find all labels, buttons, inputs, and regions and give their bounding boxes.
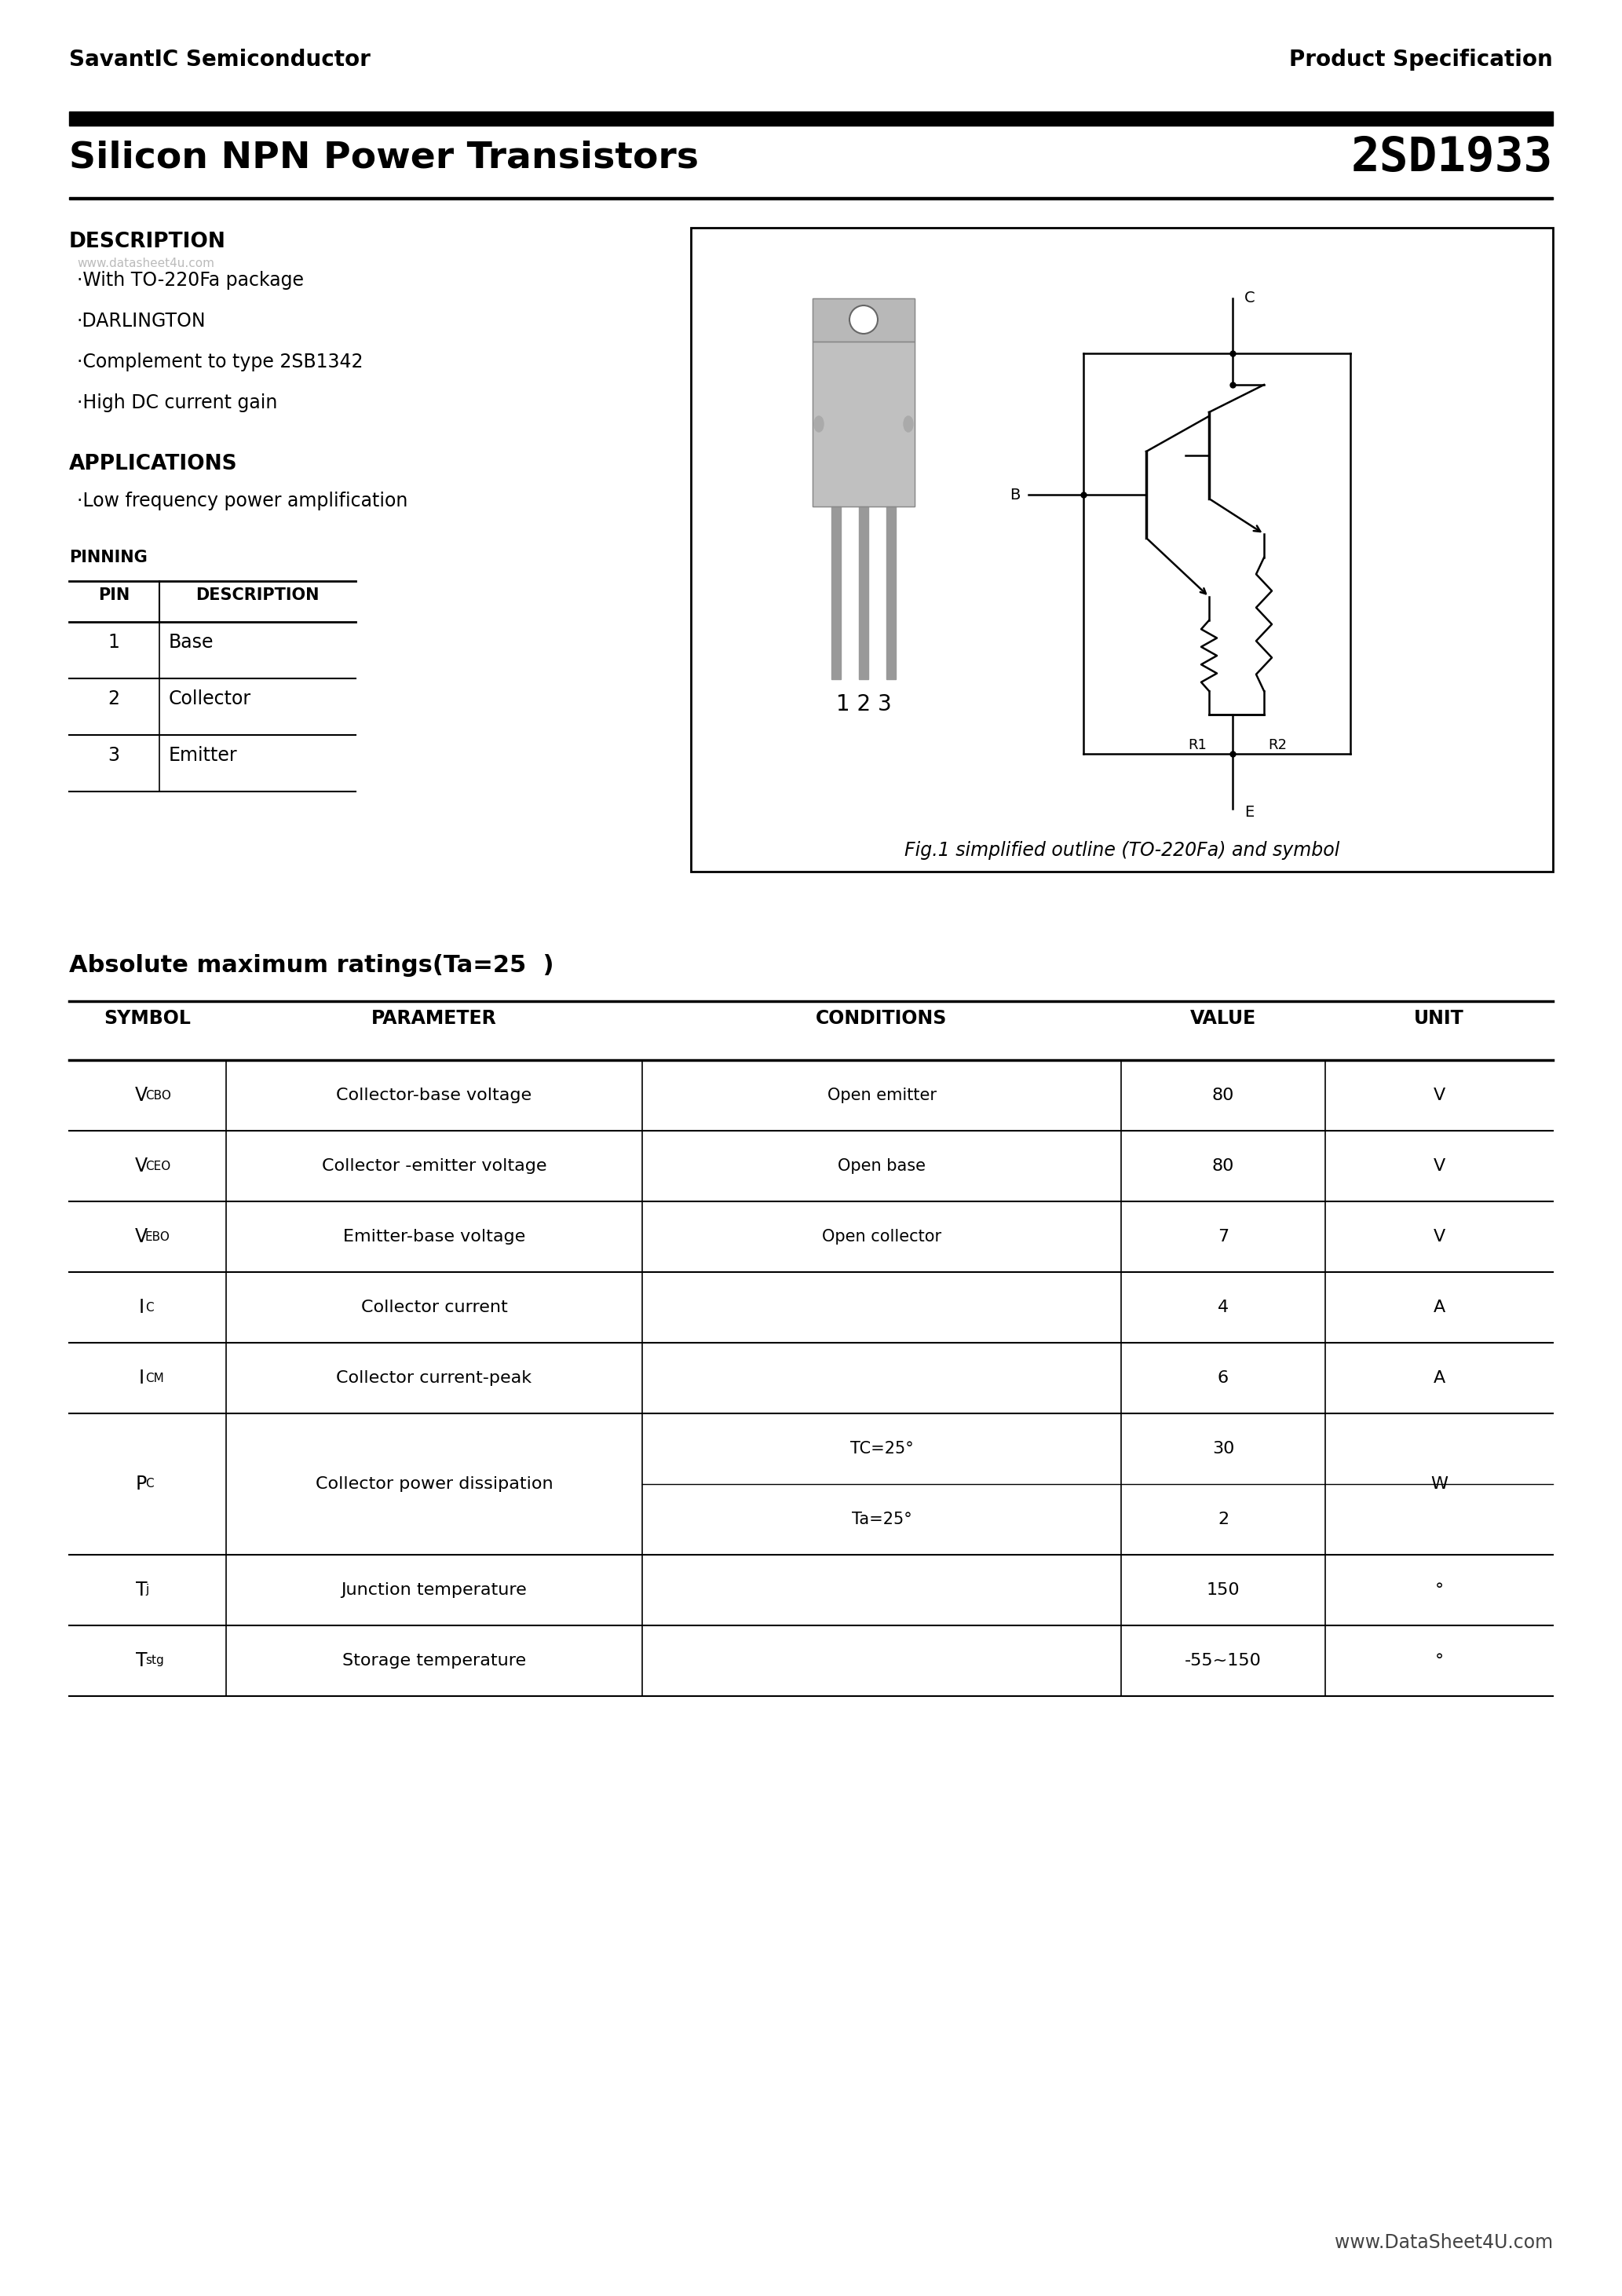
Text: 1: 1 [109, 634, 120, 652]
Text: C: C [146, 1302, 154, 1313]
Text: Open base: Open base [837, 1157, 926, 1173]
Text: 1 2 3: 1 2 3 [835, 693, 892, 716]
Text: 2SD1933: 2SD1933 [1351, 135, 1552, 181]
Text: Emitter-base voltage: Emitter-base voltage [342, 1228, 526, 1244]
Text: 30: 30 [1212, 1442, 1234, 1456]
Text: PARAMETER: PARAMETER [371, 1008, 496, 1029]
Text: CEO: CEO [146, 1159, 170, 1171]
Text: stg: stg [146, 1655, 164, 1667]
Text: ·DARLINGTON: ·DARLINGTON [76, 312, 206, 331]
Text: 6: 6 [1218, 1371, 1229, 1387]
Text: Collector-base voltage: Collector-base voltage [336, 1088, 532, 1104]
Text: V: V [1434, 1228, 1445, 1244]
Text: V: V [1434, 1088, 1445, 1104]
Text: Fig.1 simplified outline (TO-220Fa) and symbol: Fig.1 simplified outline (TO-220Fa) and … [905, 840, 1340, 859]
Text: ·With TO-220Fa package: ·With TO-220Fa package [76, 271, 303, 289]
Text: TC=25°: TC=25° [850, 1442, 913, 1456]
Text: EBO: EBO [146, 1231, 170, 1242]
Text: www.DataSheet4U.com: www.DataSheet4U.com [1335, 2234, 1552, 2252]
Text: Base: Base [169, 634, 214, 652]
Text: ·Low frequency power amplification: ·Low frequency power amplification [76, 491, 407, 510]
Text: I: I [138, 1297, 144, 1318]
Text: 80: 80 [1212, 1157, 1234, 1173]
Text: 7: 7 [1218, 1228, 1229, 1244]
Text: V: V [135, 1228, 148, 1247]
Text: 2: 2 [109, 689, 120, 707]
Text: °: ° [1435, 1653, 1444, 1669]
Text: Collector current: Collector current [360, 1300, 508, 1316]
Text: 150: 150 [1207, 1582, 1239, 1598]
Bar [813, 298, 915, 342]
Bar [813, 298, 915, 342]
Text: P: P [136, 1474, 148, 1492]
Text: C: C [1244, 292, 1255, 305]
Text: E: E [1244, 806, 1254, 820]
Text: V: V [135, 1086, 148, 1104]
Text: R1: R1 [1187, 737, 1207, 753]
Text: V: V [1434, 1157, 1445, 1173]
Text: Open emitter: Open emitter [827, 1088, 936, 1104]
Text: Storage temperature: Storage temperature [342, 1653, 526, 1669]
Text: 4: 4 [1218, 1300, 1229, 1316]
Text: ·High DC current gain: ·High DC current gain [76, 393, 277, 413]
Text: Collector current-peak: Collector current-peak [336, 1371, 532, 1387]
Text: Product Specification: Product Specification [1289, 48, 1552, 71]
Text: DESCRIPTION: DESCRIPTION [196, 588, 320, 604]
Text: W: W [1431, 1476, 1448, 1492]
Ellipse shape [903, 416, 913, 432]
Text: A: A [1434, 1300, 1445, 1316]
Text: Absolute maximum ratings(Ta=25  ): Absolute maximum ratings(Ta=25 ) [70, 955, 553, 976]
Text: T: T [136, 1580, 148, 1600]
Text: VALUE: VALUE [1191, 1008, 1257, 1029]
Text: A: A [1434, 1371, 1445, 1387]
Text: 3: 3 [109, 746, 120, 765]
Bar [860, 507, 868, 680]
Text: Junction temperature: Junction temperature [341, 1582, 527, 1598]
Ellipse shape [814, 416, 824, 432]
Text: SYMBOL: SYMBOL [104, 1008, 191, 1029]
Text: Collector: Collector [169, 689, 251, 707]
Bar [886, 507, 895, 680]
Text: UNIT: UNIT [1414, 1008, 1465, 1029]
Text: 2: 2 [1218, 1511, 1229, 1527]
Text: ·Complement to type 2SB1342: ·Complement to type 2SB1342 [76, 354, 363, 372]
Text: V: V [135, 1157, 148, 1176]
Text: T: T [136, 1651, 148, 1669]
Text: 80: 80 [1212, 1088, 1234, 1104]
Bar [813, 342, 915, 507]
Bar [70, 113, 1552, 126]
Bar [691, 227, 1552, 872]
Text: °: ° [1435, 1582, 1444, 1598]
Text: PINNING: PINNING [70, 549, 148, 565]
Text: Open collector: Open collector [822, 1228, 941, 1244]
Text: CBO: CBO [146, 1091, 170, 1102]
Bar [832, 507, 840, 680]
Bar [813, 342, 915, 507]
Circle shape [850, 305, 878, 333]
Text: APPLICATIONS: APPLICATIONS [70, 455, 237, 475]
Text: Collector -emitter voltage: Collector -emitter voltage [321, 1157, 547, 1173]
Bar [70, 197, 1552, 200]
Text: SavantIC Semiconductor: SavantIC Semiconductor [70, 48, 370, 71]
Text: CONDITIONS: CONDITIONS [816, 1008, 947, 1029]
Text: j: j [146, 1584, 149, 1596]
Text: C: C [146, 1479, 154, 1490]
Text: Ta=25°: Ta=25° [852, 1511, 912, 1527]
Text: CM: CM [146, 1373, 164, 1384]
Text: I: I [138, 1368, 144, 1387]
Text: -55~150: -55~150 [1184, 1653, 1262, 1669]
Text: Emitter: Emitter [169, 746, 237, 765]
Text: DESCRIPTION: DESCRIPTION [70, 232, 225, 253]
Text: B: B [1011, 487, 1020, 503]
Text: Silicon NPN Power Transistors: Silicon NPN Power Transistors [70, 140, 699, 174]
Text: R2: R2 [1268, 737, 1286, 753]
Text: Collector power dissipation: Collector power dissipation [315, 1476, 553, 1492]
Text: PIN: PIN [97, 588, 130, 604]
Text: www.datasheet4u.com: www.datasheet4u.com [76, 257, 214, 269]
